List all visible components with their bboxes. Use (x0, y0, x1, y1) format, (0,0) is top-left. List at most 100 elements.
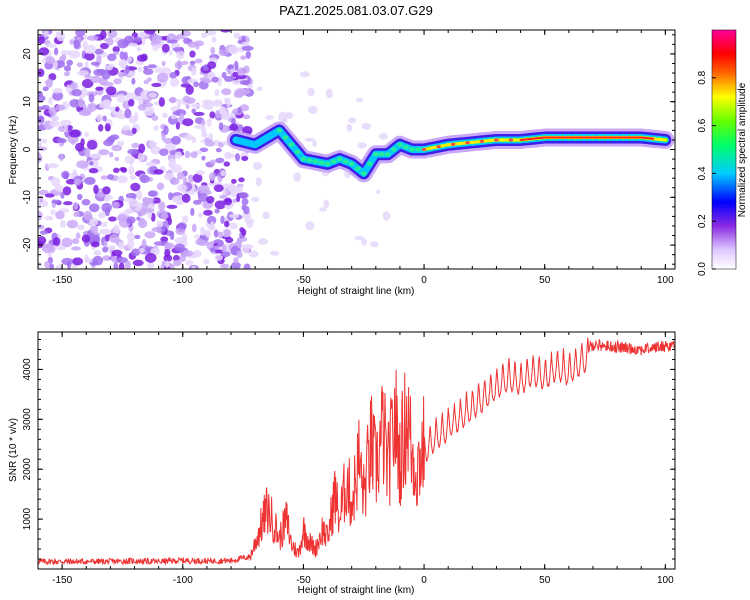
heatmap-noise-blob (161, 112, 168, 118)
heatmap-noise-blob (208, 132, 214, 141)
heatmap-noise-blob (238, 88, 251, 95)
heatmap-noise-blob (137, 152, 145, 162)
heatmap-noise-blob (104, 123, 111, 132)
heatmap-noise-blob (229, 123, 239, 131)
heatmap-noise-blob (90, 75, 102, 84)
heatmap-noise-blob (241, 244, 251, 253)
heatmap-noise-blob (137, 66, 143, 73)
heatmap-noise-blob (45, 78, 54, 88)
heatmap-noise-blob (242, 125, 253, 135)
colorbar-tick-label: 0.0 (697, 262, 708, 276)
heatmap-noise-blob (241, 45, 254, 51)
spectrogram-x-tick-label: 50 (539, 275, 551, 286)
heatmap-noise-blob (201, 103, 210, 109)
heatmap-noise-blob (305, 221, 315, 231)
heatmap-noise-blob (209, 221, 215, 230)
heatmap-noise-blob (382, 211, 391, 221)
heatmap-noise-blob (214, 208, 220, 214)
spectrogram-y-ticks: -20 -10 0 10 20 (22, 34, 675, 265)
heatmap-noise-blob (233, 32, 241, 39)
heatmap-noise-blob (227, 45, 239, 55)
heatmap-noise-blob (201, 155, 206, 161)
heatmap-noise-blob (307, 87, 315, 96)
heatmap-noise-blob (52, 91, 64, 101)
heatmap-noise-blob (101, 71, 111, 80)
heatmap-noise-blob (240, 55, 247, 60)
heatmap-noise-blob (51, 199, 62, 204)
heatmap-noise-blob (221, 244, 227, 253)
heatmap-noise-blob (319, 207, 327, 212)
heatmap-noise-blob (221, 71, 227, 79)
heatmap-noise-blob (72, 257, 84, 266)
heatmap-noise-blob (243, 263, 251, 269)
heatmap-noise-blob (231, 178, 237, 184)
heatmap-noise-blob (211, 36, 217, 43)
heatmap-noise-blob (161, 43, 170, 53)
heatmap-noise-blob (75, 232, 81, 239)
heatmap-noise-blob (116, 93, 126, 103)
heatmap-noise-blob (220, 170, 226, 177)
heatmap-noise-blob (38, 224, 45, 230)
heatmap-noise-blob (151, 82, 162, 88)
heatmap-noise-blob (102, 246, 109, 253)
heatmap-noise-blob (237, 67, 246, 76)
heatmap-noise-blob (49, 120, 61, 128)
heatmap-noise-blob (44, 193, 55, 198)
heatmap-noise-blob (207, 215, 217, 225)
heatmap-noise-blob (63, 71, 70, 77)
heatmap-noise-blob (224, 220, 230, 228)
heatmap-noise-blob (246, 220, 254, 229)
heatmap-ridge-core-red (519, 136, 655, 141)
heatmap-noise-blob (182, 250, 194, 257)
snr-frame (37, 331, 676, 570)
heatmap-noise-blob (192, 249, 202, 258)
heatmap-noise-blob (199, 226, 206, 236)
heatmap-noise-blob (147, 261, 155, 269)
heatmap-noise-blob (147, 77, 152, 82)
heatmap-noise-blob (185, 104, 190, 110)
heatmap-noise-blob (136, 54, 147, 62)
heatmap-noise-blob (227, 64, 234, 70)
heatmap-noise-blob (38, 68, 45, 77)
heatmap-noise-blob (116, 113, 127, 120)
heatmap-ridge-bead (372, 152, 379, 157)
figure-title: PAZ1.2025.081.03.07.G29 (279, 3, 433, 18)
spectrogram-x-axis-label: Height of straight line (km) (298, 286, 415, 297)
heatmap-noise-blob (182, 177, 188, 185)
heatmap-noise-blob (117, 140, 125, 147)
heatmap-noise-blob (204, 30, 217, 36)
heatmap-noise-blob (153, 125, 159, 131)
heatmap-noise-blob (66, 59, 74, 66)
heatmap-noise-blob (204, 229, 212, 238)
heatmap-noise-blob (225, 237, 234, 244)
heatmap-noise-blob (82, 40, 88, 51)
heatmap-noise-blob (54, 47, 59, 56)
heatmap-ridge-bead (294, 149, 301, 155)
heatmap-noise-blob (129, 202, 138, 208)
heatmap-noise-blob (173, 243, 185, 252)
colorbar: 0.0 0.2 0.4 0.6 0.8 Normalized spectral ampl… (697, 29, 748, 276)
heatmap-noise-blob (160, 212, 168, 220)
colorbar-tick-label: 0.4 (697, 166, 708, 180)
heatmap-noise-blob (241, 198, 249, 206)
heatmap-noise-blob (200, 119, 206, 127)
heatmap-noise-blob (265, 115, 274, 120)
heatmap-noise-blob (131, 127, 137, 135)
heatmap-noise-blob (112, 46, 120, 53)
spectrogram-x-tick-label: 100 (657, 275, 674, 286)
heatmap-noise-blob (38, 236, 47, 245)
heatmap-noise-blob (147, 64, 158, 69)
heatmap-noise-blob (214, 200, 227, 210)
colorbar-gradient (711, 29, 737, 270)
heatmap-noise-blob (145, 161, 157, 167)
heatmap-noise-blob (118, 59, 127, 68)
heatmap-noise-blob (89, 203, 100, 213)
heatmap-noise-blob (228, 213, 239, 219)
heatmap-noise-blob (224, 153, 236, 158)
heatmap-noise-blob (245, 50, 251, 59)
heatmap-noise-blob (151, 34, 162, 45)
heatmap-noise-blob (172, 259, 182, 267)
heatmap-noise-blob (181, 193, 191, 203)
heatmap-noise-blob (38, 110, 42, 117)
